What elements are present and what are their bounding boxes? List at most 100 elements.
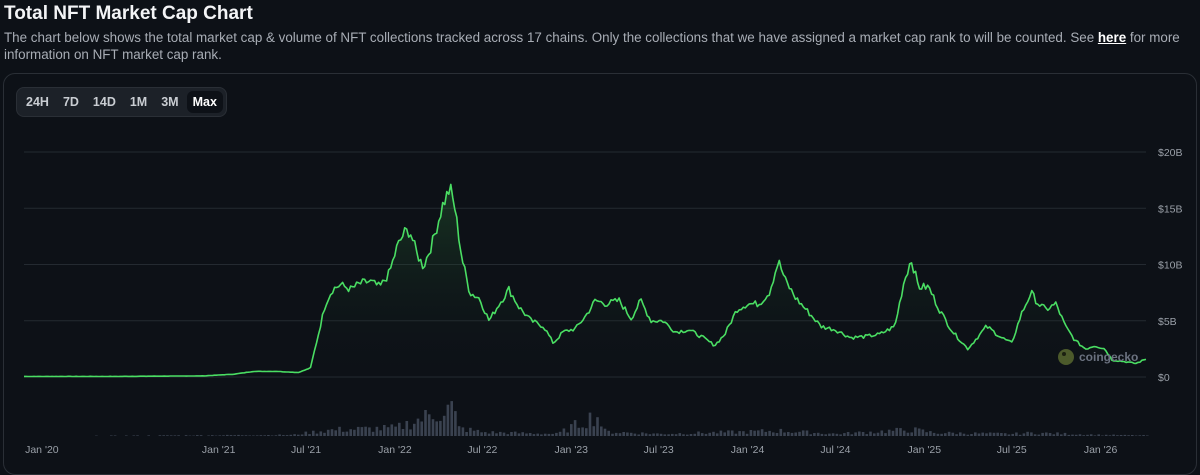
volume-bar — [353, 430, 356, 436]
volume-bar — [776, 433, 779, 436]
volume-bar — [574, 420, 577, 436]
x-tick-label: Jan '24 — [731, 444, 765, 456]
volume-bar — [331, 429, 334, 436]
volume-bar — [839, 434, 842, 436]
volume-bar — [1086, 435, 1089, 436]
volume-bar — [432, 419, 435, 436]
volume-bar — [1041, 433, 1044, 436]
coingecko-logo-icon — [1058, 349, 1074, 365]
volume-bar — [877, 433, 880, 436]
volume-bar — [548, 434, 551, 436]
volume-bar — [593, 426, 596, 436]
market-cap-area — [24, 184, 1146, 377]
volume-bar — [1131, 435, 1134, 436]
volume-bar — [357, 427, 360, 436]
y-tick-label: $10B — [1158, 260, 1183, 272]
volume-bar — [443, 416, 446, 436]
volume-bar — [211, 435, 214, 436]
y-tick-label: $15B — [1158, 203, 1183, 215]
volume-bar — [656, 433, 659, 436]
volume-bar — [824, 434, 827, 436]
volume-bar — [690, 434, 693, 436]
volume-bar — [910, 432, 913, 436]
volume-bar — [252, 436, 255, 437]
volume-bar — [996, 433, 999, 436]
volume-bar — [346, 432, 349, 436]
volume-bar — [604, 429, 607, 436]
volume-bar — [914, 427, 917, 436]
volume-bar — [540, 434, 543, 436]
volume-bar — [1139, 435, 1142, 436]
volume-bar — [406, 421, 409, 436]
volume-bar — [1142, 435, 1145, 436]
volume-bar — [1038, 435, 1041, 436]
volume-bar — [320, 431, 323, 436]
volume-bar — [462, 427, 465, 436]
volume-bar — [806, 431, 809, 437]
volume-bar — [581, 427, 584, 436]
x-tick-label: Jul '21 — [291, 444, 321, 456]
volume-bar — [652, 434, 655, 437]
volume-bar — [114, 436, 117, 437]
volume-bar — [809, 434, 812, 436]
volume-bar — [1094, 435, 1097, 436]
volume-bar — [1060, 434, 1063, 436]
volume-bar — [413, 424, 416, 436]
volume-bar — [731, 431, 734, 437]
volume-bar — [349, 429, 352, 436]
volume-bar — [697, 432, 700, 437]
volume-bar — [675, 434, 678, 436]
y-tick-label: $5B — [1158, 316, 1177, 328]
volume-bar — [278, 435, 281, 437]
volume-bar — [843, 433, 846, 436]
y-tick-label: $20B — [1158, 147, 1183, 159]
volume-bar — [694, 434, 697, 436]
volume-bar — [507, 434, 510, 436]
volume-bar — [761, 429, 764, 436]
volume-bar — [780, 429, 783, 436]
x-tick-label: Jan '21 — [202, 444, 236, 456]
volume-bar — [394, 427, 397, 436]
volume-bar — [907, 433, 910, 436]
volume-bar — [484, 432, 487, 436]
volume-bar — [492, 431, 495, 436]
volume-bar — [970, 434, 973, 436]
volume-bar — [944, 433, 947, 436]
volume-bar — [207, 436, 210, 437]
volume-bar — [828, 434, 831, 436]
volume-bars — [95, 401, 1149, 436]
volume-bar — [499, 432, 502, 436]
volume-bar — [286, 435, 289, 436]
volume-bar — [1015, 433, 1018, 437]
volume-bar — [1008, 435, 1011, 437]
volume-bar — [248, 436, 251, 437]
volume-bar — [1124, 435, 1127, 436]
volume-bar — [361, 427, 364, 436]
volume-bar — [1146, 436, 1149, 437]
x-tick-label: Jan '25 — [908, 444, 942, 456]
volume-bar — [802, 430, 805, 436]
volume-bar — [821, 434, 824, 436]
volume-bar — [368, 427, 371, 436]
volume-bar — [768, 431, 771, 436]
volume-bar — [1101, 436, 1104, 437]
volume-bar — [308, 434, 311, 436]
volume-bar — [787, 432, 790, 436]
volume-bar — [873, 433, 876, 436]
volume-bar — [712, 432, 715, 436]
volume-bar — [226, 435, 229, 436]
volume-bar — [615, 433, 618, 436]
volume-bar — [619, 433, 622, 436]
volume-bar — [649, 434, 652, 436]
x-tick-label: Jul '22 — [467, 444, 497, 456]
volume-bar — [1082, 435, 1085, 436]
volume-bar — [391, 424, 394, 436]
volume-bar — [1034, 434, 1037, 436]
volume-bar — [387, 427, 390, 436]
volume-bar — [521, 432, 524, 436]
volume-bar — [847, 432, 850, 436]
volume-bar — [480, 432, 483, 436]
volume-bar — [817, 433, 820, 436]
volume-bar — [334, 430, 337, 436]
